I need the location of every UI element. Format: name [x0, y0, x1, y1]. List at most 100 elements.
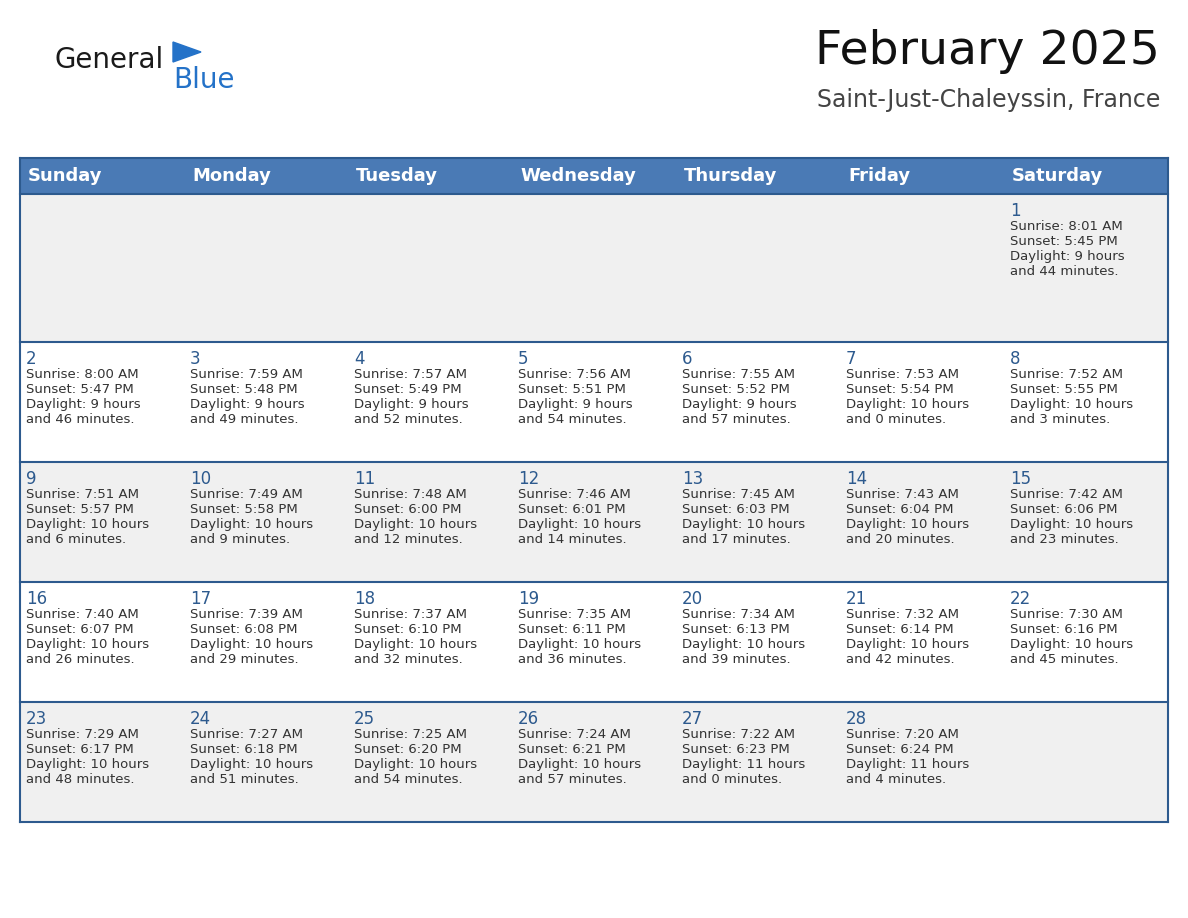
Text: 28: 28	[846, 710, 867, 728]
Text: Saturday: Saturday	[1012, 167, 1104, 185]
Text: 5: 5	[518, 350, 529, 368]
Text: Sunrise: 7:22 AM: Sunrise: 7:22 AM	[682, 728, 795, 741]
Text: Sunset: 6:03 PM: Sunset: 6:03 PM	[682, 503, 790, 516]
Text: 24: 24	[190, 710, 211, 728]
Bar	[348, 158, 512, 194]
Text: and 49 minutes.: and 49 minutes.	[190, 413, 298, 426]
Text: 2: 2	[26, 350, 37, 368]
Text: Daylight: 10 hours: Daylight: 10 hours	[190, 758, 314, 771]
Text: Blue: Blue	[173, 66, 234, 94]
Text: Sunrise: 7:37 AM: Sunrise: 7:37 AM	[354, 608, 467, 621]
Bar	[20, 342, 1168, 462]
Text: Sunrise: 7:24 AM: Sunrise: 7:24 AM	[518, 728, 631, 741]
Text: Daylight: 9 hours: Daylight: 9 hours	[190, 398, 304, 411]
Bar	[20, 702, 1168, 822]
Text: Sunday: Sunday	[29, 167, 102, 185]
Text: Sunset: 5:51 PM: Sunset: 5:51 PM	[518, 383, 626, 396]
Text: Wednesday: Wednesday	[520, 167, 636, 185]
Text: and 52 minutes.: and 52 minutes.	[354, 413, 463, 426]
Text: 22: 22	[1010, 590, 1031, 608]
Text: 17: 17	[190, 590, 211, 608]
Text: Sunrise: 7:42 AM: Sunrise: 7:42 AM	[1010, 488, 1123, 501]
Text: Sunset: 6:08 PM: Sunset: 6:08 PM	[190, 623, 297, 636]
Text: Sunset: 6:16 PM: Sunset: 6:16 PM	[1010, 623, 1118, 636]
Text: and 57 minutes.: and 57 minutes.	[518, 773, 627, 786]
Text: Daylight: 10 hours: Daylight: 10 hours	[26, 518, 150, 531]
Text: Sunrise: 7:32 AM: Sunrise: 7:32 AM	[846, 608, 959, 621]
Text: Monday: Monday	[192, 167, 271, 185]
Bar	[20, 158, 1168, 822]
Text: Daylight: 10 hours: Daylight: 10 hours	[354, 518, 478, 531]
Text: and 0 minutes.: and 0 minutes.	[846, 413, 946, 426]
Text: 3: 3	[190, 350, 201, 368]
Text: Sunrise: 7:25 AM: Sunrise: 7:25 AM	[354, 728, 467, 741]
Text: 20: 20	[682, 590, 703, 608]
Text: 11: 11	[354, 470, 375, 488]
Text: 19: 19	[518, 590, 539, 608]
Text: 14: 14	[846, 470, 867, 488]
Text: Sunset: 6:20 PM: Sunset: 6:20 PM	[354, 743, 462, 756]
Text: Sunset: 6:13 PM: Sunset: 6:13 PM	[682, 623, 790, 636]
Text: 6: 6	[682, 350, 693, 368]
Text: Sunrise: 7:55 AM: Sunrise: 7:55 AM	[682, 368, 795, 381]
Text: Sunrise: 7:59 AM: Sunrise: 7:59 AM	[190, 368, 303, 381]
Text: Sunset: 5:45 PM: Sunset: 5:45 PM	[1010, 235, 1118, 248]
Text: Sunset: 6:24 PM: Sunset: 6:24 PM	[846, 743, 954, 756]
Text: Daylight: 10 hours: Daylight: 10 hours	[518, 758, 642, 771]
Text: Sunset: 6:00 PM: Sunset: 6:00 PM	[354, 503, 461, 516]
Text: Sunrise: 7:35 AM: Sunrise: 7:35 AM	[518, 608, 631, 621]
Text: Sunrise: 7:43 AM: Sunrise: 7:43 AM	[846, 488, 959, 501]
Text: Daylight: 10 hours: Daylight: 10 hours	[518, 638, 642, 651]
Text: Daylight: 10 hours: Daylight: 10 hours	[846, 398, 969, 411]
Text: 7: 7	[846, 350, 857, 368]
Text: Sunrise: 7:34 AM: Sunrise: 7:34 AM	[682, 608, 795, 621]
Text: and 14 minutes.: and 14 minutes.	[518, 533, 626, 546]
Text: Sunset: 6:11 PM: Sunset: 6:11 PM	[518, 623, 626, 636]
Text: Saint-Just-Chaleyssin, France: Saint-Just-Chaleyssin, France	[816, 88, 1159, 112]
Bar	[20, 582, 1168, 702]
Text: and 45 minutes.: and 45 minutes.	[1010, 653, 1119, 666]
Bar	[184, 158, 348, 194]
Text: 9: 9	[26, 470, 37, 488]
Text: Sunset: 5:49 PM: Sunset: 5:49 PM	[354, 383, 462, 396]
Text: and 46 minutes.: and 46 minutes.	[26, 413, 134, 426]
Text: and 48 minutes.: and 48 minutes.	[26, 773, 134, 786]
Text: Daylight: 10 hours: Daylight: 10 hours	[518, 518, 642, 531]
Text: Daylight: 9 hours: Daylight: 9 hours	[354, 398, 468, 411]
Text: Sunset: 6:17 PM: Sunset: 6:17 PM	[26, 743, 134, 756]
Bar	[840, 158, 1004, 194]
Text: Sunrise: 7:45 AM: Sunrise: 7:45 AM	[682, 488, 795, 501]
Text: Sunrise: 7:56 AM: Sunrise: 7:56 AM	[518, 368, 631, 381]
Text: 18: 18	[354, 590, 375, 608]
Text: Daylight: 10 hours: Daylight: 10 hours	[846, 638, 969, 651]
Text: Daylight: 11 hours: Daylight: 11 hours	[846, 758, 969, 771]
Text: Sunrise: 7:39 AM: Sunrise: 7:39 AM	[190, 608, 303, 621]
Text: Sunrise: 7:20 AM: Sunrise: 7:20 AM	[846, 728, 959, 741]
Text: Sunset: 5:52 PM: Sunset: 5:52 PM	[682, 383, 790, 396]
Text: and 23 minutes.: and 23 minutes.	[1010, 533, 1119, 546]
Text: Daylight: 10 hours: Daylight: 10 hours	[26, 758, 150, 771]
Text: Sunset: 6:10 PM: Sunset: 6:10 PM	[354, 623, 462, 636]
Text: Sunset: 6:14 PM: Sunset: 6:14 PM	[846, 623, 954, 636]
Text: Daylight: 9 hours: Daylight: 9 hours	[682, 398, 797, 411]
Text: Sunset: 6:18 PM: Sunset: 6:18 PM	[190, 743, 298, 756]
Text: Sunset: 5:58 PM: Sunset: 5:58 PM	[190, 503, 298, 516]
Text: Daylight: 10 hours: Daylight: 10 hours	[682, 638, 805, 651]
Text: Daylight: 9 hours: Daylight: 9 hours	[518, 398, 633, 411]
Text: Daylight: 10 hours: Daylight: 10 hours	[190, 638, 314, 651]
Text: Daylight: 11 hours: Daylight: 11 hours	[682, 758, 805, 771]
Text: Daylight: 10 hours: Daylight: 10 hours	[190, 518, 314, 531]
Text: and 9 minutes.: and 9 minutes.	[190, 533, 290, 546]
Bar	[512, 158, 676, 194]
Text: Sunrise: 7:51 AM: Sunrise: 7:51 AM	[26, 488, 139, 501]
Text: Sunrise: 8:01 AM: Sunrise: 8:01 AM	[1010, 220, 1123, 233]
Text: 4: 4	[354, 350, 365, 368]
Text: and 57 minutes.: and 57 minutes.	[682, 413, 791, 426]
Text: Sunrise: 7:30 AM: Sunrise: 7:30 AM	[1010, 608, 1123, 621]
Text: and 54 minutes.: and 54 minutes.	[518, 413, 626, 426]
Text: Thursday: Thursday	[684, 167, 777, 185]
Text: 21: 21	[846, 590, 867, 608]
Text: 25: 25	[354, 710, 375, 728]
Polygon shape	[173, 42, 201, 62]
Text: and 54 minutes.: and 54 minutes.	[354, 773, 462, 786]
